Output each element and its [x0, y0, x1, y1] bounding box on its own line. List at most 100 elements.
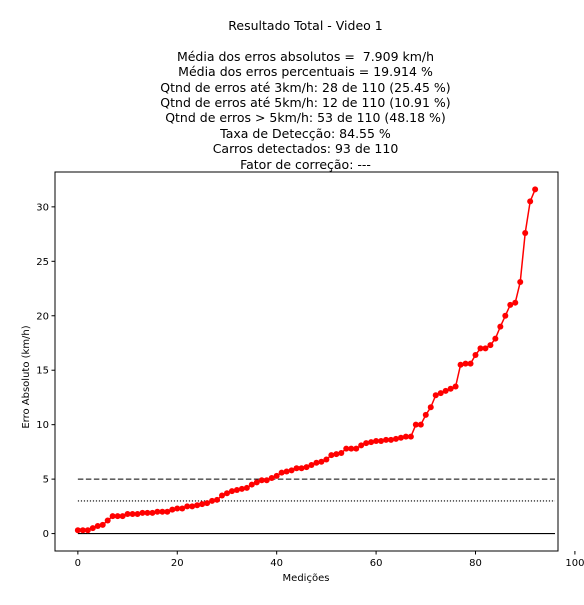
data-point — [343, 445, 350, 452]
x-tick-label: 40 — [270, 558, 283, 569]
detection-rate: Taxa de Detecção: 84.55 % — [220, 125, 391, 141]
data-point — [527, 198, 534, 205]
data-point — [184, 503, 191, 510]
data-point — [328, 452, 335, 459]
data-point — [368, 439, 375, 446]
data-point — [348, 445, 355, 452]
plot-frame — [54, 171, 559, 552]
data-point — [94, 522, 101, 529]
y-axis-label: Erro Absoluto (km/h) — [21, 325, 32, 428]
data-point — [397, 434, 404, 441]
y-tick-label: 0 — [43, 529, 49, 540]
y-tick-label: 20 — [36, 311, 49, 322]
data-point — [457, 361, 464, 368]
data-point — [268, 475, 275, 482]
data-point — [333, 451, 340, 458]
chart-title: Resultado Total - Video 1 — [228, 18, 383, 33]
data-point — [204, 500, 211, 507]
y-tick-label: 10 — [36, 420, 49, 431]
data-point — [363, 440, 370, 447]
data-point — [477, 345, 484, 352]
cars-detected: Carros detectados: 93 de 110 — [212, 141, 399, 157]
data-point — [84, 527, 91, 534]
data-point — [288, 467, 295, 474]
data-point — [154, 508, 161, 515]
errors-up-to-3kmh: Qtnd de erros até 3km/h: 28 de 110 (25.4… — [160, 79, 451, 95]
data-point — [283, 468, 290, 475]
data-point — [402, 433, 409, 440]
errors-above-5kmh: Qtnd de erros > 5km/h: 53 de 110 (48.18 … — [165, 110, 446, 126]
data-point — [378, 438, 385, 445]
data-point — [308, 461, 315, 468]
data-point — [293, 465, 300, 472]
data-point — [353, 445, 360, 452]
data-point — [89, 525, 96, 532]
data-point — [387, 436, 394, 443]
data-point — [199, 501, 206, 508]
data-point — [383, 436, 390, 443]
x-axis-label: Medições — [283, 573, 330, 584]
data-point — [517, 278, 524, 285]
data-point — [159, 508, 166, 515]
data-point — [482, 345, 489, 352]
data-point — [129, 510, 136, 517]
data-point — [174, 505, 181, 512]
data-point — [253, 479, 260, 486]
data-point — [149, 509, 156, 516]
data-point — [169, 506, 176, 513]
data-point — [427, 404, 434, 411]
data-point — [392, 435, 399, 442]
data-point — [462, 360, 469, 367]
data-point — [223, 490, 230, 497]
data-point — [124, 510, 131, 517]
data-point — [263, 477, 270, 484]
data-point — [313, 459, 320, 466]
errors-up-to-5kmh: Qtnd de erros até 5km/h: 12 de 110 (10.9… — [160, 94, 451, 110]
series-layer — [74, 186, 556, 535]
data-point — [104, 517, 111, 524]
data-point — [467, 360, 474, 367]
data-point — [472, 351, 479, 358]
data-point — [412, 421, 419, 428]
data-point — [99, 521, 106, 528]
correction-factor: Fator de correção: --- — [240, 156, 371, 172]
data-point — [298, 465, 305, 472]
mean-absolute-error: Média dos erros absolutos = 7.909 km/h — [176, 48, 435, 64]
data-point — [512, 299, 519, 306]
data-point — [119, 513, 126, 520]
data-point — [373, 438, 380, 445]
data-point — [497, 323, 504, 330]
data-point — [233, 487, 240, 494]
data-point — [219, 492, 226, 499]
data-point — [194, 502, 201, 509]
data-point — [278, 469, 285, 476]
data-point — [507, 301, 514, 308]
data-point — [358, 442, 365, 449]
x-tick-label: 0 — [75, 558, 81, 569]
data-point — [323, 456, 330, 463]
data-point — [139, 509, 146, 516]
data-point — [437, 390, 444, 397]
data-point — [432, 392, 439, 399]
data-point — [74, 527, 81, 534]
data-point — [214, 496, 221, 503]
y-tick-label: 30 — [36, 202, 49, 213]
data-point — [452, 383, 459, 390]
data-point — [114, 513, 121, 520]
x-tick-label: 20 — [171, 558, 184, 569]
chart-title-block: Resultado Total - Video 1 Média dos erro… — [0, 18, 584, 172]
y-tick-label: 15 — [36, 366, 49, 377]
data-point — [189, 503, 196, 510]
data-point — [164, 508, 171, 515]
data-point — [502, 312, 509, 319]
mean-percent-error: Média dos erros percentuais = 19.914 % — [178, 64, 433, 80]
data-point — [109, 513, 116, 520]
axis-layer: 0 20 40 60 80 100 0 5 10 15 20 25 30 — [36, 171, 584, 569]
data-point — [492, 335, 499, 342]
data-point — [303, 464, 310, 471]
data-point — [522, 229, 529, 236]
data-point — [422, 411, 429, 418]
data-point — [144, 509, 151, 516]
data-point — [338, 449, 345, 456]
